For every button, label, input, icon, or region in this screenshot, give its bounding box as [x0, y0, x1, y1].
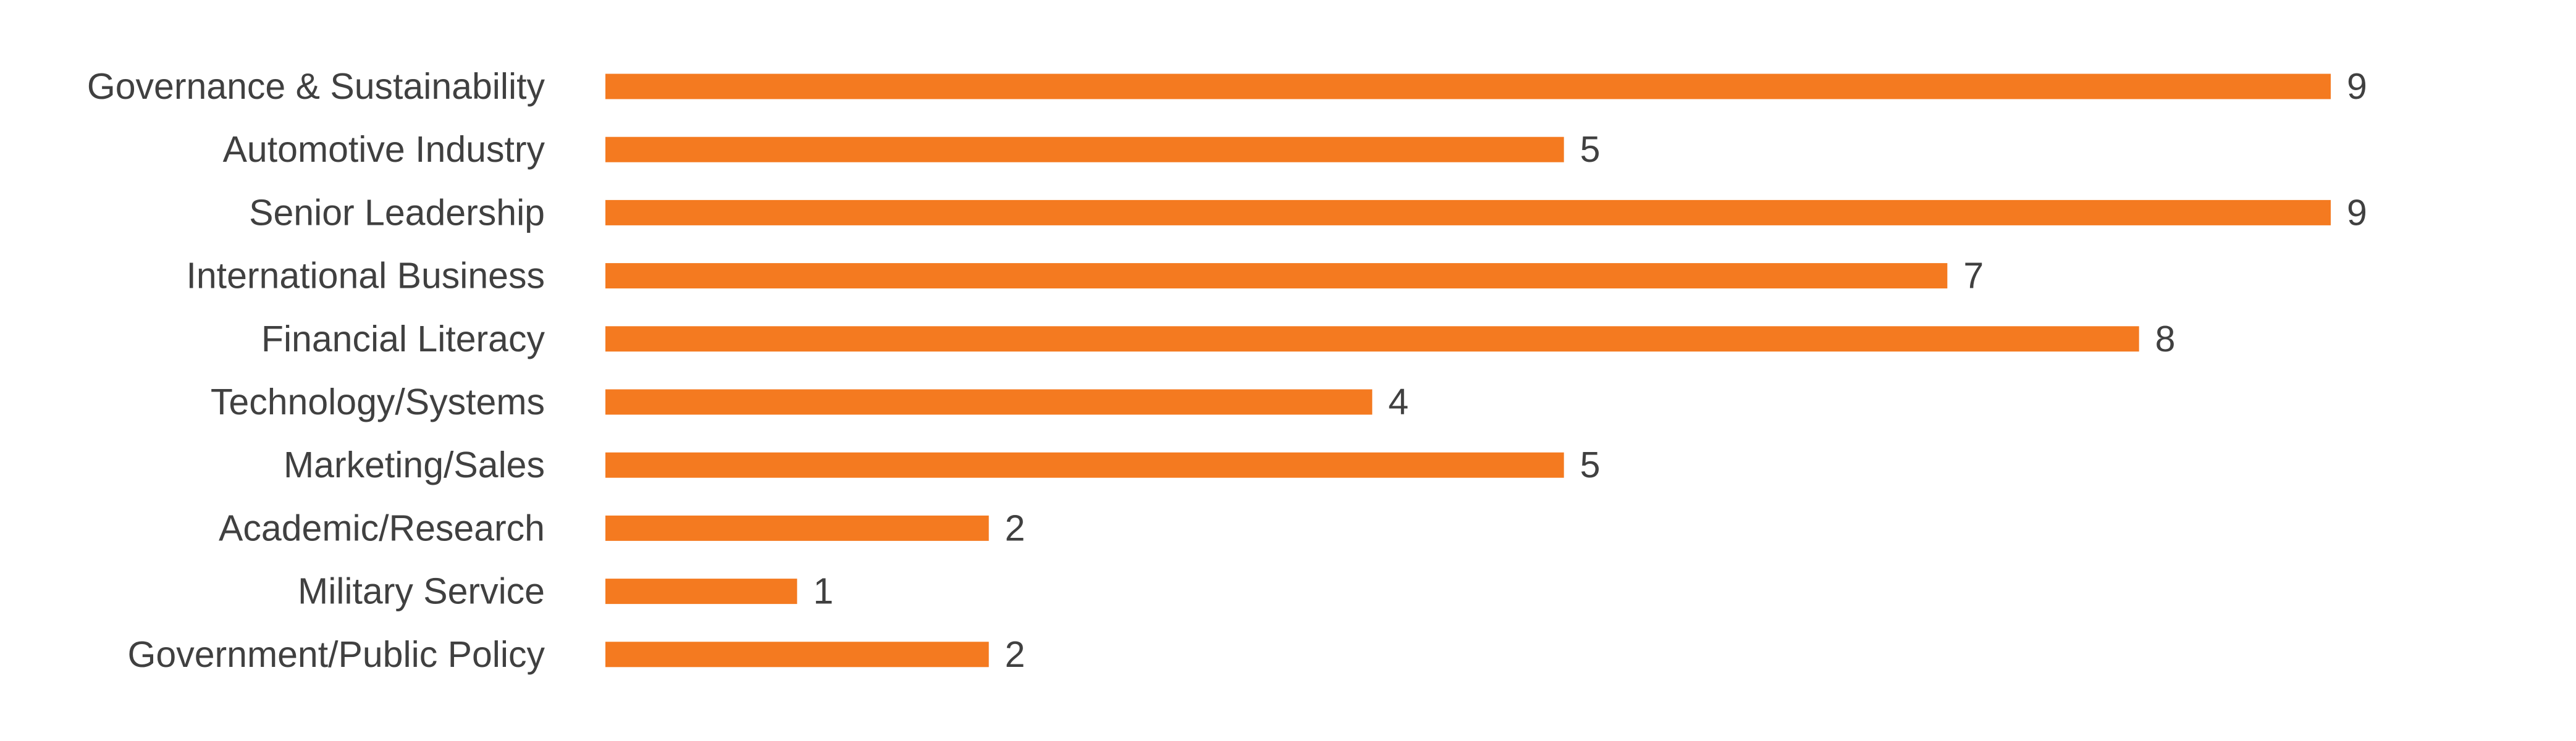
value-label-automotive-industry: 5: [1580, 129, 1601, 170]
value-label-government-public-policy: 2: [1005, 634, 1025, 675]
bar-marketing-sales: [605, 452, 1564, 478]
value-label-financial-literacy: 8: [2155, 319, 2176, 359]
category-label-government-public-policy: Government/Public Policy: [127, 634, 545, 675]
value-label-senior-leadership: 9: [2347, 192, 2367, 233]
category-label-international-business: International Business: [186, 256, 545, 296]
category-label-military-service: Military Service: [298, 571, 545, 612]
value-label-military-service: 1: [813, 571, 833, 612]
category-label-academic-research: Academic/Research: [219, 508, 545, 548]
value-label-technology-systems: 4: [1388, 382, 1408, 422]
category-label-financial-literacy: Financial Literacy: [261, 319, 545, 359]
value-label-governance-and-sustainability: 9: [2347, 66, 2367, 107]
category-label-automotive-industry: Automotive Industry: [223, 129, 545, 170]
category-label-governance-and-sustainability: Governance & Sustainability: [87, 66, 545, 107]
category-label-marketing-sales: Marketing/Sales: [284, 445, 545, 485]
category-labels: Governance & Sustainability Automotive In…: [87, 66, 545, 675]
bar-automotive-industry: [605, 136, 1564, 162]
category-label-senior-leadership: Senior Leadership: [249, 192, 545, 233]
value-label-academic-research: 2: [1005, 508, 1025, 548]
value-label-marketing-sales: 5: [1580, 445, 1601, 485]
category-label-technology-systems: Technology/Systems: [211, 382, 545, 422]
bar-governance-and-sustainability: [605, 73, 2331, 99]
bars-layer: [605, 73, 2331, 668]
value-label-international-business: 7: [1963, 256, 1984, 296]
bar-financial-literacy: [605, 326, 2139, 352]
bar-international-business: [605, 263, 1948, 289]
bar-technology-systems: [605, 389, 1373, 415]
bar-senior-leadership: [605, 199, 2331, 225]
value-labels: 9 5 9 7 8 4 5 2 1 2: [813, 66, 2367, 675]
bar-military-service: [605, 579, 798, 605]
bar-government-public-policy: [605, 642, 989, 668]
bar-academic-research: [605, 515, 989, 541]
